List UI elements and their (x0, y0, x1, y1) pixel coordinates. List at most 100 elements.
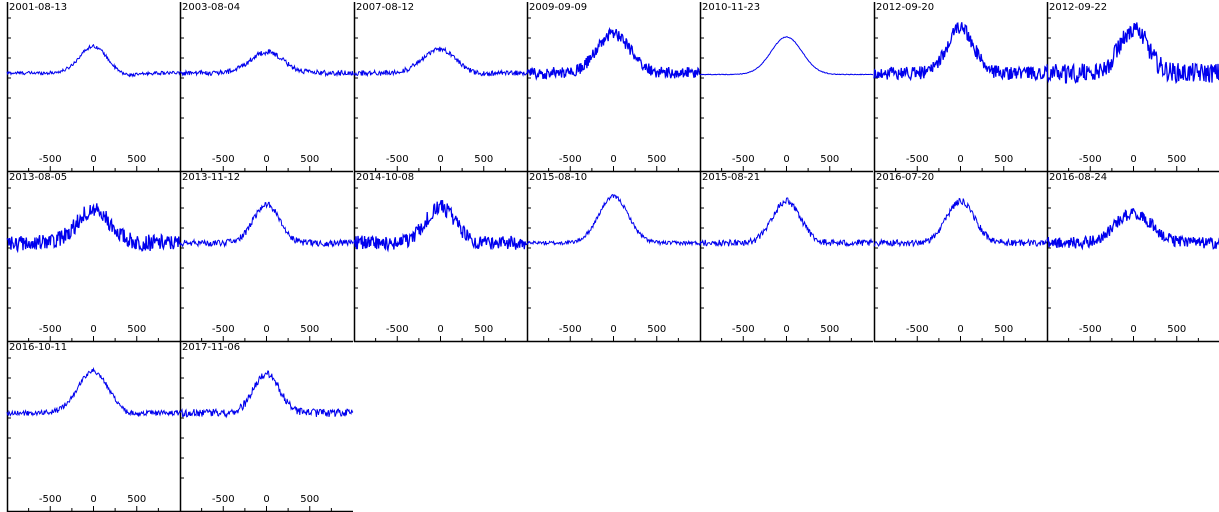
spectrum-plot: -500 0 500 (699, 2, 874, 173)
x-tick-label: -500 (559, 154, 582, 165)
spectrum-panel: -500 0 500 2015-08-21 (699, 172, 874, 343)
spectrum-panel: -500 0 500 2012-09-20 (873, 2, 1048, 173)
spectrum-panel: -500 0 500 2009-09-09 (526, 2, 701, 173)
spectrum-panel: -500 0 500 2013-11-12 (179, 172, 354, 343)
x-tick-label: 0 (1130, 154, 1136, 165)
spectrum-line (526, 26, 701, 81)
x-tick-label: 0 (783, 154, 789, 165)
x-tick-label: 500 (474, 324, 493, 335)
x-tick-label: -500 (559, 324, 582, 335)
spectrum-plot: -500 0 500 (526, 2, 701, 173)
spectrum-line (179, 48, 354, 78)
panel-date-label: 2015-08-10 (529, 172, 588, 183)
x-tick-label: 0 (90, 494, 96, 505)
x-tick-label: 0 (610, 154, 616, 165)
x-tick-label: -500 (386, 154, 409, 165)
panel-date-label: 2016-08-24 (1049, 172, 1108, 183)
x-tick-label: 0 (263, 494, 269, 505)
x-tick-label: -500 (39, 324, 62, 335)
x-tick-label: 0 (263, 154, 269, 165)
x-tick-label: -500 (1079, 324, 1102, 335)
spectrum-panel: -500 0 500 2017-11-06 (179, 342, 354, 512)
panel-date-label: 2016-10-11 (9, 342, 68, 353)
spectrum-line (700, 36, 874, 76)
x-tick-label: 500 (127, 154, 146, 165)
x-tick-label: 0 (437, 324, 443, 335)
x-tick-label: 500 (994, 154, 1013, 165)
spectrum-panel: -500 0 500 2016-08-24 (1046, 172, 1219, 343)
x-tick-label: 500 (300, 324, 319, 335)
x-tick-label: 0 (610, 324, 616, 335)
spectrum-plot: -500 0 500 (526, 172, 701, 343)
spectrum-panel: -500 0 500 2014-10-08 (353, 172, 528, 343)
x-tick-label: -500 (1079, 154, 1102, 165)
spectrum-plot: -500 0 500 (353, 2, 528, 173)
x-tick-label: -500 (212, 494, 235, 505)
x-tick-label: 0 (437, 154, 443, 165)
panel-date-label: 2017-11-06 (182, 342, 241, 353)
spectrum-line (6, 203, 181, 254)
panel-date-label: 2013-11-12 (182, 172, 241, 183)
panel-date-label: 2013-08-05 (9, 172, 68, 183)
panel-date-label: 2003-08-04 (182, 2, 241, 13)
x-tick-label: -500 (906, 324, 929, 335)
x-tick-label: 500 (820, 324, 839, 335)
x-tick-label: -500 (39, 154, 62, 165)
spectrum-line (179, 201, 354, 248)
x-tick-label: 500 (300, 494, 319, 505)
spectrum-panel: -500 0 500 2016-10-11 (6, 342, 181, 512)
spectrum-line (6, 43, 181, 78)
x-tick-label: -500 (39, 494, 62, 505)
panel-date-label: 2009-09-09 (529, 2, 588, 13)
x-tick-label: 0 (957, 154, 963, 165)
x-tick-label: 500 (820, 154, 839, 165)
spectrum-panel: -500 0 500 2012-09-22 (1046, 2, 1219, 173)
panel-date-label: 2010-11-23 (702, 2, 761, 13)
panel-date-label: 2015-08-21 (702, 172, 761, 183)
x-tick-label: 500 (127, 494, 146, 505)
spectrum-line (1046, 22, 1219, 85)
spectrum-plot: -500 0 500 (179, 172, 354, 343)
spectrum-line (1046, 208, 1219, 251)
spectrum-plot: -500 0 500 (6, 172, 181, 343)
x-tick-label: 500 (1167, 324, 1186, 335)
x-tick-label: -500 (386, 324, 409, 335)
x-tick-label: 0 (90, 324, 96, 335)
spectrum-line (699, 197, 874, 248)
x-tick-label: 500 (994, 324, 1013, 335)
panel-date-label: 2001-08-13 (9, 2, 68, 13)
spectrum-plot: -500 0 500 (699, 172, 874, 343)
x-tick-label: 0 (90, 154, 96, 165)
spectrum-plot: -500 0 500 (179, 342, 354, 512)
spectrum-panel: -500 0 500 2010-11-23 (699, 2, 874, 173)
spectrum-plot: -500 0 500 (179, 2, 354, 173)
panel-date-label: 2007-08-12 (356, 2, 415, 13)
spectrum-plot: -500 0 500 (6, 2, 181, 173)
spectrum-panel: -500 0 500 2016-07-20 (873, 172, 1048, 343)
spectrum-line (873, 197, 1048, 248)
x-tick-label: 500 (127, 324, 146, 335)
x-tick-label: -500 (212, 324, 235, 335)
spectrum-line (353, 46, 528, 78)
spectrum-panel: -500 0 500 2015-08-10 (526, 172, 701, 343)
x-tick-label: 500 (647, 154, 666, 165)
x-tick-label: 500 (647, 324, 666, 335)
panel-date-label: 2014-10-08 (356, 172, 415, 183)
spectrum-line (353, 200, 528, 253)
spectrum-plot: -500 0 500 (1046, 2, 1219, 173)
spectrum-panel: -500 0 500 2003-08-04 (179, 2, 354, 173)
x-tick-label: 0 (263, 324, 269, 335)
x-tick-label: 500 (474, 154, 493, 165)
spectrum-line (179, 370, 354, 419)
panel-date-label: 2016-07-20 (876, 172, 935, 183)
x-tick-label: 500 (300, 154, 319, 165)
spectrum-plot: -500 0 500 (873, 2, 1048, 173)
spectrum-line (6, 366, 181, 417)
x-tick-label: -500 (212, 154, 235, 165)
x-tick-label: 0 (957, 324, 963, 335)
x-tick-label: 500 (1167, 154, 1186, 165)
x-tick-label: 0 (783, 324, 789, 335)
panel-date-label: 2012-09-22 (1049, 2, 1108, 13)
x-tick-label: -500 (732, 324, 755, 335)
